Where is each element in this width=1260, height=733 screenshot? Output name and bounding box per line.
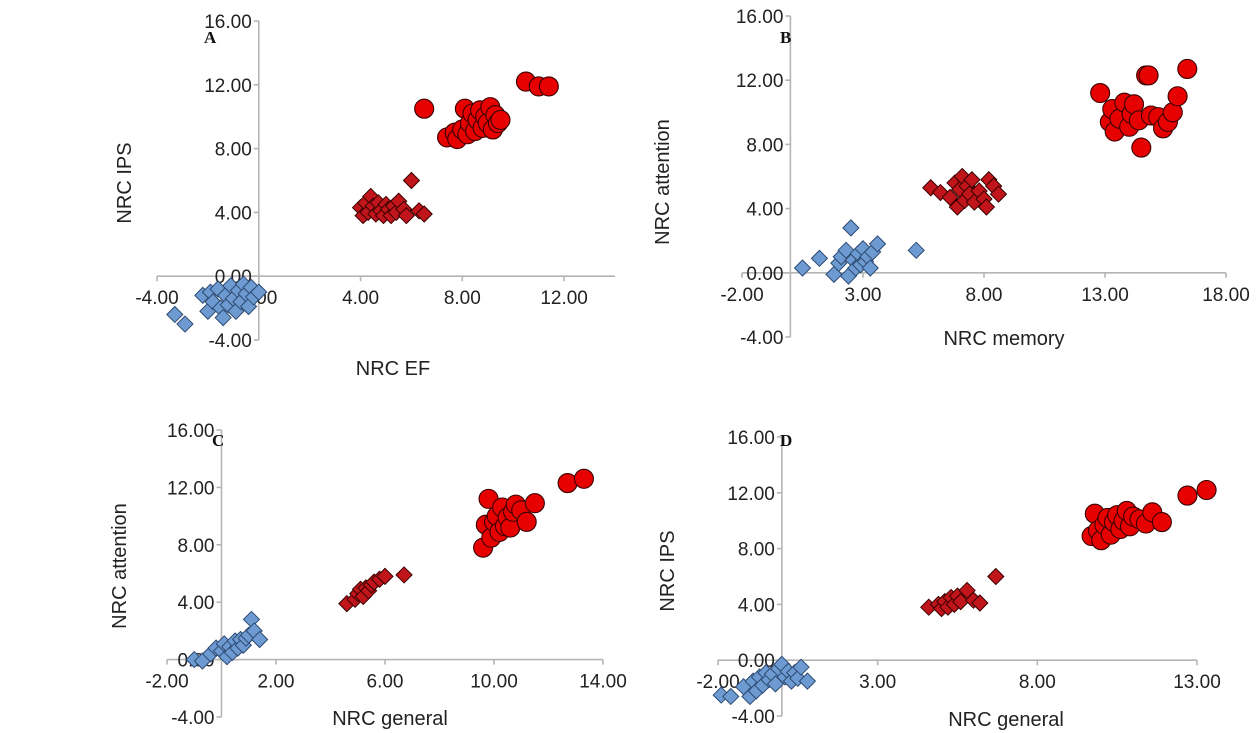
panel-a-circle-point bbox=[490, 109, 511, 130]
panel-d-diamond-point bbox=[951, 592, 970, 611]
panel-c-circle-point bbox=[524, 493, 545, 514]
panel-a-y-tick-label: 4.00 bbox=[215, 203, 252, 224]
panel-b-y-tick-label: 12.00 bbox=[736, 71, 784, 92]
panel-a-x-tick-label: 12.00 bbox=[540, 288, 588, 309]
panel-b-circle-point bbox=[1138, 65, 1159, 86]
panel-b-diamond-point bbox=[963, 171, 981, 189]
panel-a-diamond-point bbox=[214, 308, 232, 327]
panel-b-y-tick-label: 4.00 bbox=[746, 200, 783, 221]
panel-a-y-axis-label: NRC IPS bbox=[114, 142, 136, 223]
panel-c-y-tick-label: 12.00 bbox=[167, 478, 215, 499]
panel-b-diamond-point bbox=[989, 185, 1008, 203]
panel-d-diamond-point bbox=[971, 594, 989, 612]
panel-a-y-tick-label: 8.00 bbox=[215, 140, 252, 161]
panel-a: -4.000.004.008.0012.0016.00-4.000.004.00… bbox=[114, 12, 615, 380]
panel-b-diamond-point bbox=[810, 249, 829, 268]
panel-c-y-tick-label: 8.00 bbox=[178, 536, 215, 557]
panel-c-x-tick-label: 6.00 bbox=[367, 672, 404, 693]
panel-d-letter: D bbox=[780, 431, 792, 450]
panel-b-y-tick-label: 0.00 bbox=[746, 264, 783, 285]
panel-c-circle-point bbox=[573, 468, 594, 489]
panel-a-x-tick-label: 4.00 bbox=[342, 288, 379, 309]
panel-d-x-tick-label: 13.00 bbox=[1173, 672, 1221, 693]
panel-b-y-tick-label: 16.00 bbox=[736, 7, 784, 28]
panel-a-circle-point bbox=[414, 98, 435, 119]
panel-c-x-tick-label: 14.00 bbox=[579, 672, 627, 693]
panel-a-diamond-point bbox=[250, 283, 268, 301]
panel-b-circle-point bbox=[1090, 82, 1111, 104]
panel-b-x-tick-label: 3.00 bbox=[845, 285, 882, 306]
panel-b-diamond-point bbox=[941, 188, 959, 207]
panel-b: -4.00 0.00 4.00 8.00 12.00 16.00 -2.00 3.00 8.00… bbox=[652, 7, 1250, 350]
panel-a-diamond-point bbox=[415, 205, 433, 223]
panel-a-diamond-point bbox=[176, 315, 194, 333]
panel-b-diamond-point bbox=[842, 219, 860, 237]
panel-c-x-axis-label: NRC general bbox=[332, 708, 448, 730]
panel-a-diamond-point bbox=[402, 171, 421, 190]
panel-a-circle-point bbox=[538, 76, 559, 97]
panel-c-letter: C bbox=[212, 431, 224, 450]
panel-d-x-axis-label: NRC general bbox=[948, 709, 1064, 731]
panel-b-diamond-point bbox=[868, 235, 887, 253]
panel-c: -4.000.004.008.0012.0016.00-2.002.006.00… bbox=[109, 421, 627, 730]
panel-c-x-tick-label: -2.00 bbox=[145, 672, 188, 693]
panel-d-y-axis-label: NRC IPS bbox=[657, 530, 679, 611]
panel-d-diamond-point bbox=[798, 672, 817, 690]
panel-a-diamond-point bbox=[397, 206, 416, 225]
panel-a-y-tick-label: -4.00 bbox=[208, 331, 251, 352]
panel-a-diamond-point bbox=[166, 305, 184, 324]
panel-d-x-tick-label: 3.00 bbox=[859, 672, 896, 693]
panel-b-diamond-point bbox=[793, 259, 812, 277]
panel-b-x-tick-label: -2.00 bbox=[720, 285, 763, 306]
panel-a-y-tick-label: 12.00 bbox=[204, 76, 252, 97]
panel-a-y-tick-label: 16.00 bbox=[204, 12, 252, 33]
panel-b-y-tick-label: -4.00 bbox=[740, 328, 783, 349]
panel-b-letter: B bbox=[780, 28, 791, 47]
panel-c-y-tick-label: 16.00 bbox=[167, 421, 215, 442]
panel-d-y-tick-label: -4.00 bbox=[732, 707, 775, 728]
panel-d-x-tick-label: 8.00 bbox=[1019, 672, 1056, 693]
panel-b-diamond-point bbox=[907, 241, 925, 260]
panel-c-diamond-point bbox=[395, 566, 413, 584]
panel-d-circle-point bbox=[1177, 485, 1198, 506]
panel-c-diamond-point bbox=[250, 630, 269, 649]
panel-b-y-axis-label: NRC attention bbox=[652, 119, 674, 245]
panel-d-y-tick-label: 12.00 bbox=[727, 484, 775, 505]
panel-d-y-tick-label: 16.00 bbox=[727, 428, 775, 449]
panel-a-x-axis-label: NRC EF bbox=[356, 358, 430, 380]
panel-d-x-tick-label: -2.00 bbox=[696, 672, 739, 693]
panel-b-diamond-point bbox=[977, 198, 996, 216]
panel-d-circle-point bbox=[1151, 512, 1172, 533]
panel-b-x-axis-label: NRC memory bbox=[943, 328, 1064, 350]
panel-d-circle-point bbox=[1196, 479, 1217, 501]
panel-b-circle-point bbox=[1131, 137, 1152, 158]
panel-c-y-axis-label: NRC attention bbox=[109, 503, 131, 629]
panel-d-y-tick-label: 8.00 bbox=[738, 540, 775, 561]
panel-a-letter: A bbox=[204, 28, 217, 47]
panel-c-y-tick-label: 4.00 bbox=[178, 593, 215, 614]
panel-b-x-tick-label: 13.00 bbox=[1081, 285, 1129, 306]
panel-c-circle-point bbox=[516, 511, 537, 532]
panel-b-circle-point bbox=[1167, 86, 1188, 107]
panel-b-x-tick-label: 8.00 bbox=[966, 285, 1003, 306]
panel-b-x-tick-label: 18.00 bbox=[1202, 285, 1250, 306]
panel-b-circle-point bbox=[1177, 58, 1198, 80]
panel-d-diamond-point bbox=[792, 658, 810, 676]
panel-b-diamond-point bbox=[861, 259, 879, 277]
panel-b-diamond-point bbox=[837, 241, 855, 260]
panel-b-y-tick-label: 8.00 bbox=[746, 135, 783, 156]
panel-c-x-tick-label: 2.00 bbox=[258, 672, 295, 693]
panel-d-y-tick-label: 4.00 bbox=[738, 595, 775, 616]
panel-a-x-tick-label: -4.00 bbox=[135, 288, 178, 309]
panel-a-x-tick-label: 8.00 bbox=[444, 288, 481, 309]
panel-c-x-tick-label: 10.00 bbox=[470, 672, 518, 693]
panel-c-y-tick-label: -4.00 bbox=[171, 708, 214, 729]
panel-c-diamond-point bbox=[376, 567, 394, 586]
panel-d-diamond-point bbox=[987, 567, 1005, 586]
panel-d-diamond-point bbox=[722, 687, 740, 706]
